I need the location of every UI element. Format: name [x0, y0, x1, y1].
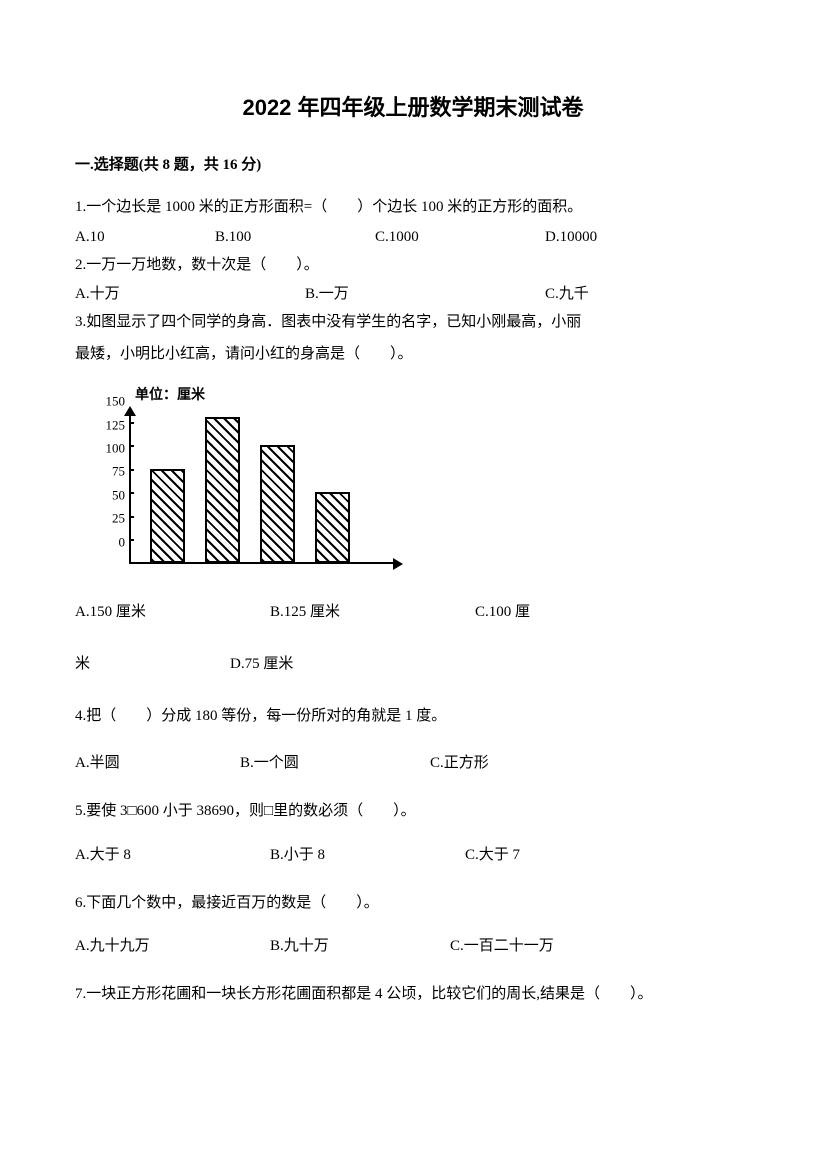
q4-optB: B.一个圆 — [240, 751, 430, 775]
y-tick-label: 0 — [95, 532, 125, 553]
question-2: 2.一万一万地数，数十次是（ ）。 — [75, 253, 751, 279]
y-tick-label: 25 — [95, 509, 125, 530]
chart-bar — [315, 492, 350, 562]
q6-optC: C.一百二十一万 — [450, 934, 554, 958]
chart-bar — [260, 445, 295, 562]
q5-options: A.大于 8 B.小于 8 C.大于 7 — [75, 843, 751, 867]
q1-optD: D.10000 — [545, 225, 597, 249]
y-axis-arrow-icon — [124, 406, 136, 416]
question-3-line1: 3.如图显示了四个同学的身高．图表中没有学生的名字，已知小刚最高，小丽 — [75, 310, 751, 336]
chart-bar — [205, 417, 240, 562]
q1-optB: B.100 — [215, 225, 375, 249]
question-6: 6.下面几个数中，最接近百万的数是（ ）。 — [75, 891, 751, 917]
bar-chart: 单位：厘米 02550 75100 125150 — [95, 385, 751, 581]
q3-optD: D.75 厘米 — [230, 652, 293, 676]
q4-options: A.半圆 B.一个圆 C.正方形 — [75, 751, 751, 775]
y-tick-label: 50 — [95, 486, 125, 507]
y-tick-label: 75 — [95, 462, 125, 483]
q2-optC: C.九千 — [545, 282, 589, 306]
q6-optA: A.九十九万 — [75, 934, 270, 958]
q5-optA: A.大于 8 — [75, 843, 270, 867]
y-tick-mark — [129, 516, 134, 518]
question-3-line2: 最矮，小明比小红高，请问小红的身高是（ ）。 — [75, 342, 751, 368]
q3-options-row2: 米 D.75 厘米 — [75, 652, 751, 676]
q5-optB: B.小于 8 — [270, 843, 465, 867]
q3-optB: B.125 厘米 — [270, 600, 475, 624]
q3-optA: A.150 厘米 — [75, 600, 270, 624]
chart-bar — [150, 469, 185, 563]
q1-options: A.10 B.100 C.1000 D.10000 — [75, 225, 751, 249]
q1-optC: C.1000 — [375, 225, 545, 249]
q2-options: A.十万 B.一万 C.九千 — [75, 282, 751, 306]
q2-optA: A.十万 — [75, 282, 305, 306]
section-header: 一.选择题(共 8 题，共 16 分) — [75, 153, 751, 177]
question-4: 4.把（ ）分成 180 等份，每一份所对的角就是 1 度。 — [75, 704, 751, 730]
q3-optC: C.100 厘 — [475, 600, 530, 624]
q4-optC: C.正方形 — [430, 751, 489, 775]
q1-optA: A.10 — [75, 225, 215, 249]
q6-optB: B.九十万 — [270, 934, 450, 958]
y-tick-label: 150 — [95, 392, 125, 413]
y-tick-mark — [129, 492, 134, 494]
y-tick-mark — [129, 422, 134, 424]
page-title: 2022 年四年级上册数学期末测试卷 — [75, 90, 751, 125]
x-axis-arrow-icon — [393, 558, 403, 570]
q5-optC: C.大于 7 — [465, 843, 520, 867]
y-tick-label: 125 — [95, 415, 125, 436]
y-tick-label: 100 — [95, 439, 125, 460]
q2-optB: B.一万 — [305, 282, 545, 306]
q4-optA: A.半圆 — [75, 751, 240, 775]
y-tick-mark — [129, 539, 134, 541]
y-tick-mark — [129, 469, 134, 471]
q6-options: A.九十九万 B.九十万 C.一百二十一万 — [75, 934, 751, 958]
chart-ylabel: 单位：厘米 — [135, 385, 751, 407]
y-tick-mark — [129, 445, 134, 447]
chart-area: 0255075100125150 — [95, 412, 405, 582]
question-1: 1.一个边长是 1000 米的正方形面积=（ ）个边长 100 米的正方形的面积… — [75, 195, 751, 221]
question-7: 7.一块正方形花圃和一块长方形花圃面积都是 4 公顷，比较它们的周长,结果是（ … — [75, 982, 751, 1008]
q3-options-row1: A.150 厘米 B.125 厘米 C.100 厘 — [75, 600, 751, 624]
question-5: 5.要使 3□600 小于 38690，则□里的数必须（ ）。 — [75, 799, 751, 825]
q3-optC2: 米 — [75, 652, 230, 676]
